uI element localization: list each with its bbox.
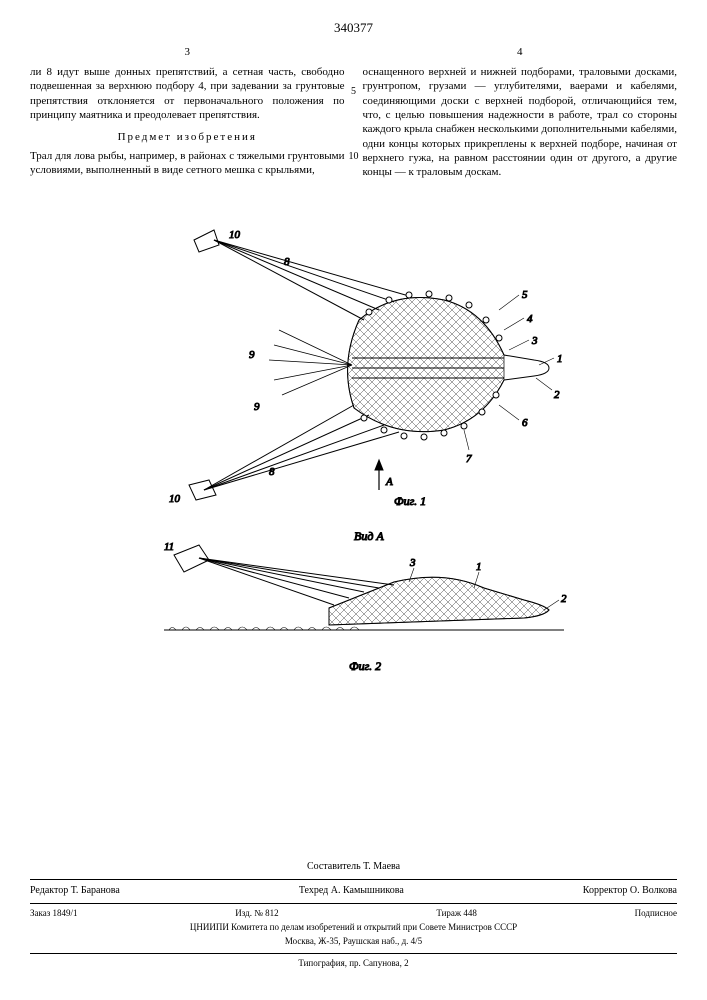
footer-tech: Техред А. Камышникова bbox=[299, 884, 404, 897]
figure-1: 10 8 10 8 bbox=[169, 229, 563, 508]
footer-author: Составитель Т. Маева bbox=[30, 860, 677, 873]
label-5: 5 bbox=[522, 289, 528, 301]
line-num-10: 10 bbox=[349, 150, 359, 163]
left-column: 3 ли 8 идут выше донных препятствий, а с… bbox=[30, 45, 345, 180]
figures-container: 10 8 10 8 bbox=[104, 210, 604, 690]
vid-a-label: Вид А bbox=[354, 529, 384, 543]
footer-org1: ЦНИИПИ Комитета по делам изобретений и о… bbox=[30, 922, 677, 934]
label-4: 4 bbox=[527, 313, 533, 325]
label-8-bottom: 8 bbox=[269, 466, 275, 478]
col-num-right: 4 bbox=[363, 45, 678, 59]
footer-editor: Редактор Т. Баранова bbox=[30, 884, 120, 897]
figure-2: Вид А 11 bbox=[164, 529, 567, 673]
label-8-top: 8 bbox=[284, 256, 290, 268]
f2-label-1: 1 bbox=[476, 561, 482, 573]
subject-heading: Предмет изобретения bbox=[30, 130, 345, 144]
footer-info: Заказ 1849/1 Изд. № 812 Тираж 448 Подпис… bbox=[30, 908, 677, 920]
label-2: 2 bbox=[554, 389, 560, 401]
f2-label-3: 3 bbox=[409, 557, 416, 569]
label-11: 11 bbox=[164, 541, 174, 553]
footer-sub: Подписное bbox=[635, 908, 677, 920]
marker-a: А bbox=[385, 476, 393, 488]
label-10-bottom: 10 bbox=[169, 493, 181, 505]
label-9-b: 9 bbox=[254, 401, 260, 413]
footer-corrector: Корректор О. Волкова bbox=[583, 884, 677, 897]
left-p2: Трал для лова рыбы, например, в районах … bbox=[30, 149, 345, 178]
footer: Составитель Т. Маева Редактор Т. Баранов… bbox=[30, 860, 677, 970]
fig1-label: Фиг. 1 bbox=[394, 494, 426, 508]
label-10-top: 10 bbox=[229, 229, 241, 241]
right-p1: оснащенного верхней и нижней подборами, … bbox=[363, 65, 678, 179]
f2-label-2: 2 bbox=[561, 593, 567, 605]
label-1: 1 bbox=[557, 353, 563, 365]
patent-number: 340377 bbox=[30, 20, 677, 37]
footer-tirazh: Тираж 448 bbox=[436, 908, 477, 920]
line-num-5: 5 bbox=[351, 85, 356, 98]
label-6: 6 bbox=[522, 417, 528, 429]
footer-order: Заказ 1849/1 bbox=[30, 908, 78, 920]
fig2-label: Фиг. 2 bbox=[349, 659, 381, 673]
footer-printer: Типография, пр. Сапунова, 2 bbox=[30, 953, 677, 970]
left-p1: ли 8 идут выше донных препятствий, а сет… bbox=[30, 65, 345, 122]
right-column: 4 оснащенного верхней и нижней подборами… bbox=[363, 45, 678, 180]
patent-figures-svg: 10 8 10 8 bbox=[104, 210, 604, 690]
col-num-left: 3 bbox=[30, 45, 345, 59]
label-7: 7 bbox=[466, 453, 472, 465]
label-9-a: 9 bbox=[249, 349, 255, 361]
footer-org2: Москва, Ж-35, Раушская наб., д. 4/5 bbox=[30, 936, 677, 948]
label-3: 3 bbox=[531, 335, 538, 347]
footer-izd: Изд. № 812 bbox=[235, 908, 278, 920]
footer-roles: Редактор Т. Баранова Техред А. Камышнико… bbox=[30, 884, 677, 897]
